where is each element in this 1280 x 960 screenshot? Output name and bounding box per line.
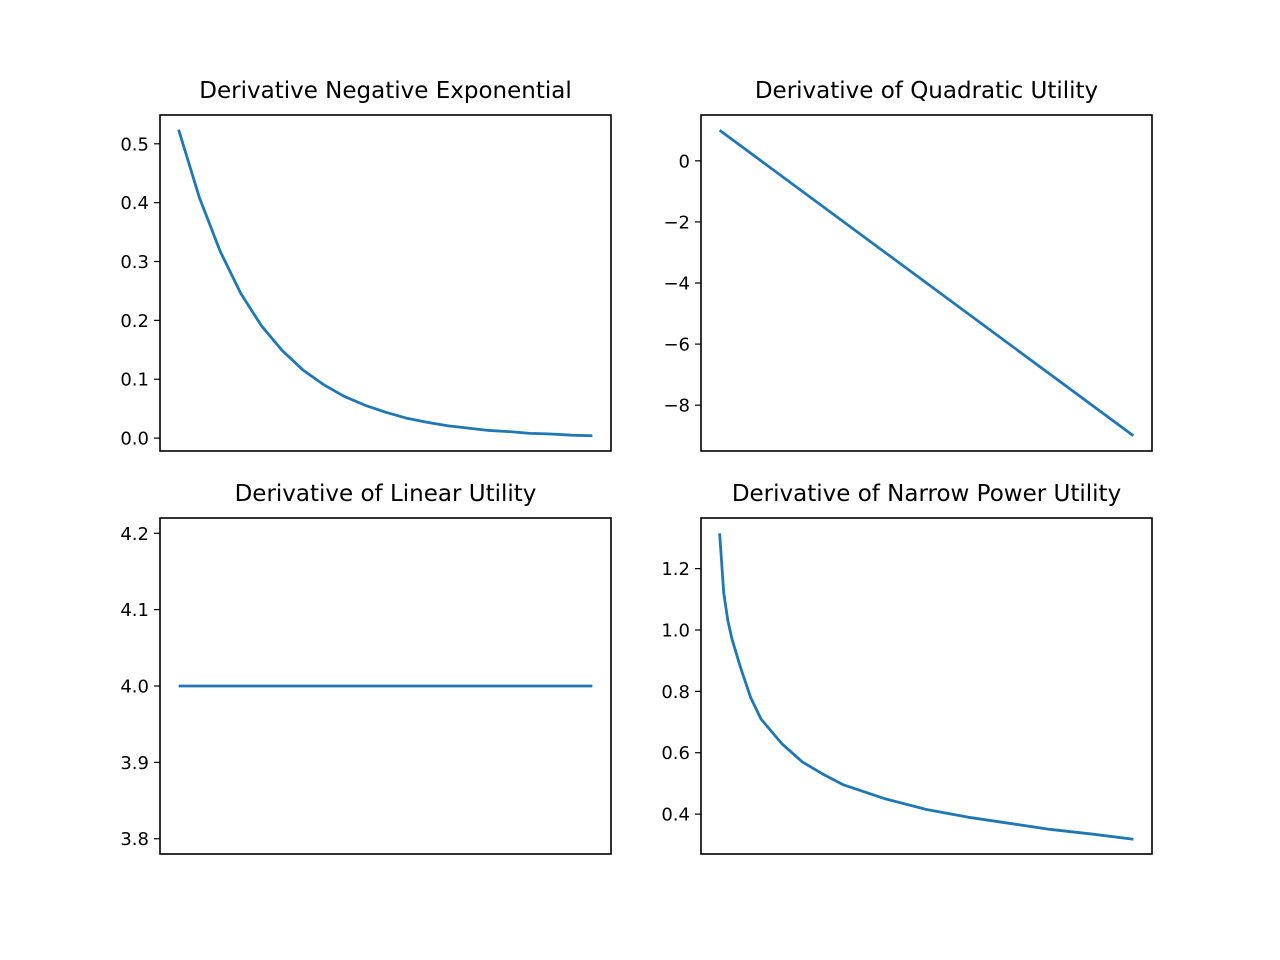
y-tick-label: 0.0 <box>120 429 149 450</box>
y-tick-label: −6 <box>663 335 690 356</box>
subplot-negative-exponential: Derivative Negative Exponential 0.0 0.1 0.2… <box>120 78 612 452</box>
y-tick-label: 3.9 <box>120 753 149 774</box>
axes-frame <box>159 114 612 452</box>
y-tick-label: 0.4 <box>120 193 149 214</box>
y-tick-label: 0.4 <box>661 805 690 826</box>
y-tick-label: 0.1 <box>120 370 149 391</box>
axes-frame <box>700 517 1153 855</box>
chart-title: Derivative of Narrow Power Utility <box>732 481 1121 507</box>
y-tick-label: 4.0 <box>120 677 149 698</box>
y-tick-label: 0.3 <box>120 252 149 273</box>
y-tick-label: −8 <box>663 396 690 417</box>
y-tick-label: 1.0 <box>661 621 690 642</box>
axes-frame <box>159 517 612 855</box>
series-line <box>177 129 593 438</box>
y-tick-label: 4.1 <box>120 600 149 621</box>
axes-frame <box>700 114 1153 452</box>
series-line <box>718 533 1134 841</box>
subplot-quadratic-utility: Derivative of Quadratic Utility 0 −2 −4 −6 −8 <box>663 78 1153 452</box>
y-tick-label: 0.2 <box>120 311 149 332</box>
chart-title: Derivative of Quadratic Utility <box>755 78 1098 104</box>
y-tick-label: 1.2 <box>661 559 690 580</box>
chart-title: Derivative Negative Exponential <box>199 78 571 104</box>
y-tick-label: 0.5 <box>120 134 149 155</box>
y-tick-label: 0 <box>679 151 690 172</box>
y-tick-label: 4.2 <box>120 524 149 545</box>
series-line <box>718 129 1135 437</box>
chart-title: Derivative of Linear Utility <box>235 481 537 507</box>
y-tick-label: 0.6 <box>661 743 690 764</box>
y-tick-label: −2 <box>663 212 690 233</box>
y-tick-label: 0.8 <box>661 682 690 703</box>
y-tick-label: −4 <box>663 274 690 295</box>
y-tick-label: 3.8 <box>120 829 149 850</box>
subplot-linear-utility: Derivative of Linear Utility 4.2 4.1 4.0 3.9… <box>120 481 612 855</box>
subplot-narrow-power-utility: Derivative of Narrow Power Utility 1.2 1.0… <box>661 481 1153 855</box>
